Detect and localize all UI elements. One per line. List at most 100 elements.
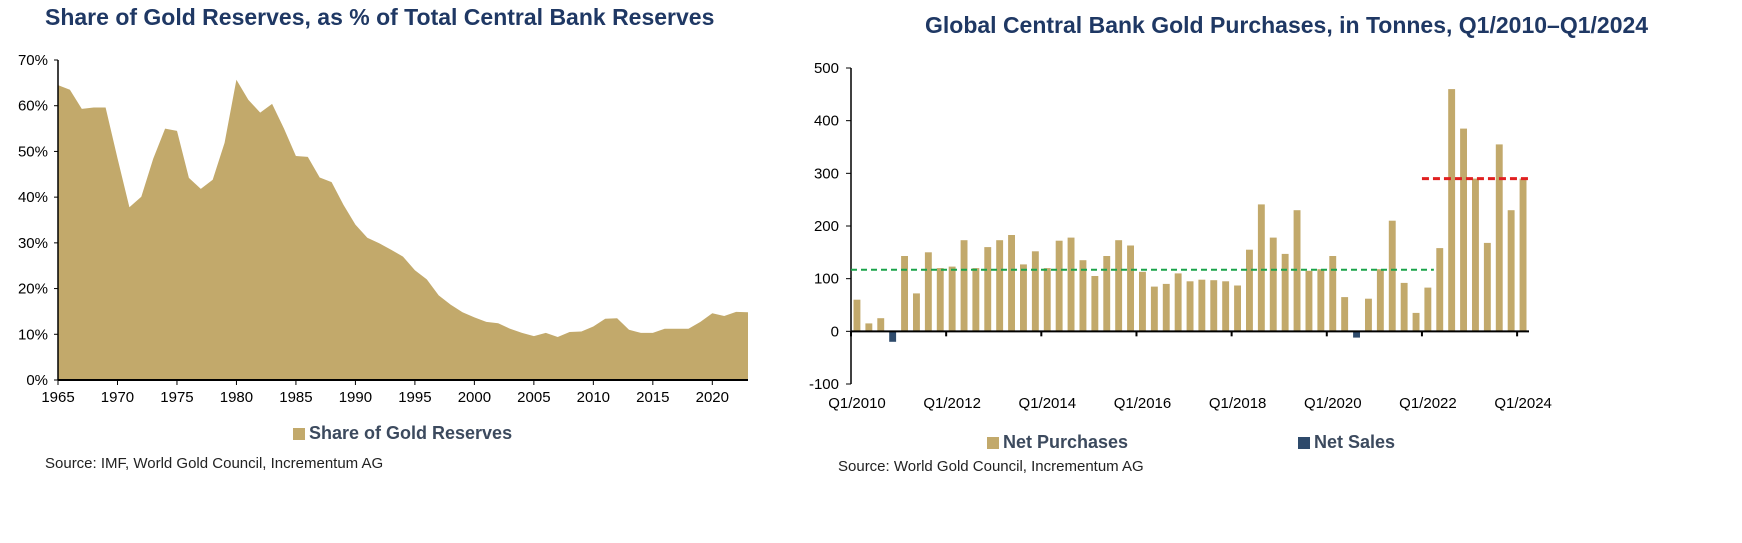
bar-net-purchases xyxy=(1293,210,1301,332)
bar-net-purchases xyxy=(1507,210,1515,332)
bar-net-purchases xyxy=(1472,178,1479,332)
x-tick-label: 1975 xyxy=(160,389,193,406)
x-tick-label: 1965 xyxy=(41,389,74,406)
bar-net-purchases xyxy=(984,247,992,332)
bar-net-purchases xyxy=(1079,260,1087,332)
bar-net-purchases xyxy=(1043,268,1051,332)
bar-net-purchases xyxy=(901,256,908,332)
bar-net-purchases xyxy=(948,266,956,332)
right-legend-sales: Net Sales xyxy=(1298,432,1395,453)
left-chart-title: Share of Gold Reserves, as % of Total Ce… xyxy=(45,4,715,30)
bar-net-purchases xyxy=(1460,128,1467,332)
bar-net-purchases xyxy=(1127,245,1134,332)
bar-net-purchases xyxy=(1150,286,1158,332)
y-tick-label: 40% xyxy=(18,189,48,206)
bar-net-purchases xyxy=(1365,298,1372,332)
bar-net-purchases xyxy=(877,318,885,332)
right-legend-purchases: Net Purchases xyxy=(987,432,1128,453)
legend-label-sales: Net Sales xyxy=(1314,432,1396,452)
bar-net-purchases xyxy=(1281,253,1289,332)
bar-net-purchases xyxy=(1436,248,1444,332)
bar-net-purchases xyxy=(1424,287,1432,332)
y-tick-label: 30% xyxy=(18,235,48,252)
bar-net-purchases xyxy=(1257,204,1265,332)
right-chart-title: Global Central Bank Gold Purchases, in T… xyxy=(925,12,1649,38)
bar-net-purchases xyxy=(1341,297,1349,332)
bar-net-purchases xyxy=(1222,281,1230,332)
x-tick-label: Q1/2024 xyxy=(1494,395,1552,412)
bar-net-purchases xyxy=(960,240,968,332)
bar-net-purchases xyxy=(913,293,920,332)
y-tick-label: 0 xyxy=(831,323,839,340)
bar-net-purchases xyxy=(1174,273,1182,332)
legend-swatch-gold xyxy=(293,427,305,440)
bar-net-purchases xyxy=(1448,89,1456,332)
x-tick-label: Q1/2018 xyxy=(1209,395,1267,412)
bar-net-purchases xyxy=(1317,269,1325,332)
bar-net-purchases xyxy=(924,252,932,332)
left-source: Source: IMF, World Gold Council, Increme… xyxy=(45,455,384,472)
bar-net-purchases xyxy=(1412,312,1420,332)
bar-net-purchases xyxy=(1186,281,1194,332)
bar-net-purchases xyxy=(936,268,944,332)
bar-net-purchases xyxy=(1103,256,1111,332)
bar-net-purchases xyxy=(1269,237,1277,332)
y-tick-label: 100 xyxy=(814,271,839,288)
y-tick-label: 60% xyxy=(18,98,48,115)
x-tick-label: 2015 xyxy=(636,389,669,406)
bar-net-purchases xyxy=(1210,280,1218,332)
bar-net-purchases xyxy=(1246,249,1253,332)
y-tick-label: 70% xyxy=(18,52,48,69)
x-tick-label: 1980 xyxy=(220,389,253,406)
bar-net-sales xyxy=(889,331,897,342)
y-tick-label: -100 xyxy=(809,376,839,393)
y-tick-label: 50% xyxy=(18,143,48,160)
legend-label-share: Share of Gold Reserves xyxy=(309,423,513,443)
bar-net-purchases xyxy=(1091,276,1099,332)
bar-net-purchases xyxy=(1008,235,1015,332)
y-tick-label: 200 xyxy=(814,218,839,235)
x-tick-label: 2020 xyxy=(696,389,729,406)
legend-swatch-sales xyxy=(1298,436,1310,449)
left-legend: Share of Gold Reserves xyxy=(293,423,512,444)
bar-net-purchases xyxy=(1115,240,1123,332)
bar-net-sales xyxy=(1353,331,1360,338)
gold-share-area-chart: 0% 10% 20% 30% 40% 50% 60% 70% 1965 1970 1975 1980 1… xyxy=(18,52,748,406)
x-tick-label: 2000 xyxy=(458,389,491,406)
x-tick-label: Q1/2020 xyxy=(1304,395,1362,412)
legend-swatch-purchases xyxy=(987,436,999,449)
right-source: Source: World Gold Council, Incrementum … xyxy=(838,458,1144,475)
bar-net-purchases xyxy=(1055,240,1063,332)
bar-net-purchases xyxy=(1234,285,1241,332)
bar-net-purchases xyxy=(1329,256,1337,332)
x-tick-label: 2005 xyxy=(517,389,550,406)
bar-net-purchases xyxy=(1376,269,1384,332)
x-tick-label: Q1/2014 xyxy=(1019,395,1077,412)
bar-net-purchases xyxy=(1483,242,1491,332)
x-tick-label: 1990 xyxy=(339,389,372,406)
bar-net-purchases xyxy=(1519,178,1527,332)
bar-net-purchases xyxy=(1198,279,1206,332)
x-tick-label: 2010 xyxy=(577,389,610,406)
x-tick-label: 1995 xyxy=(398,389,431,406)
bar-net-purchases xyxy=(1305,270,1313,332)
bar-net-purchases xyxy=(1020,264,1027,332)
y-tick-label: 300 xyxy=(814,165,839,182)
bar-net-purchases xyxy=(1388,220,1396,332)
x-tick-label: Q1/2010 xyxy=(828,395,886,412)
y-tick-label: 0% xyxy=(26,372,48,389)
bar-net-purchases xyxy=(865,323,873,332)
x-tick-label: Q1/2022 xyxy=(1399,395,1457,412)
bar-net-purchases xyxy=(1031,251,1039,332)
x-tick-label: 1970 xyxy=(101,389,134,406)
area-series-share xyxy=(58,79,748,380)
x-tick-label: 1985 xyxy=(279,389,312,406)
bar-net-purchases xyxy=(1495,144,1503,332)
bar-net-purchases xyxy=(1067,237,1075,332)
x-tick-label: Q1/2012 xyxy=(923,395,981,412)
y-tick-label: 400 xyxy=(814,113,839,130)
bar-net-purchases xyxy=(1162,283,1170,332)
bar-net-purchases xyxy=(972,268,980,332)
bar-net-purchases xyxy=(996,240,1004,332)
